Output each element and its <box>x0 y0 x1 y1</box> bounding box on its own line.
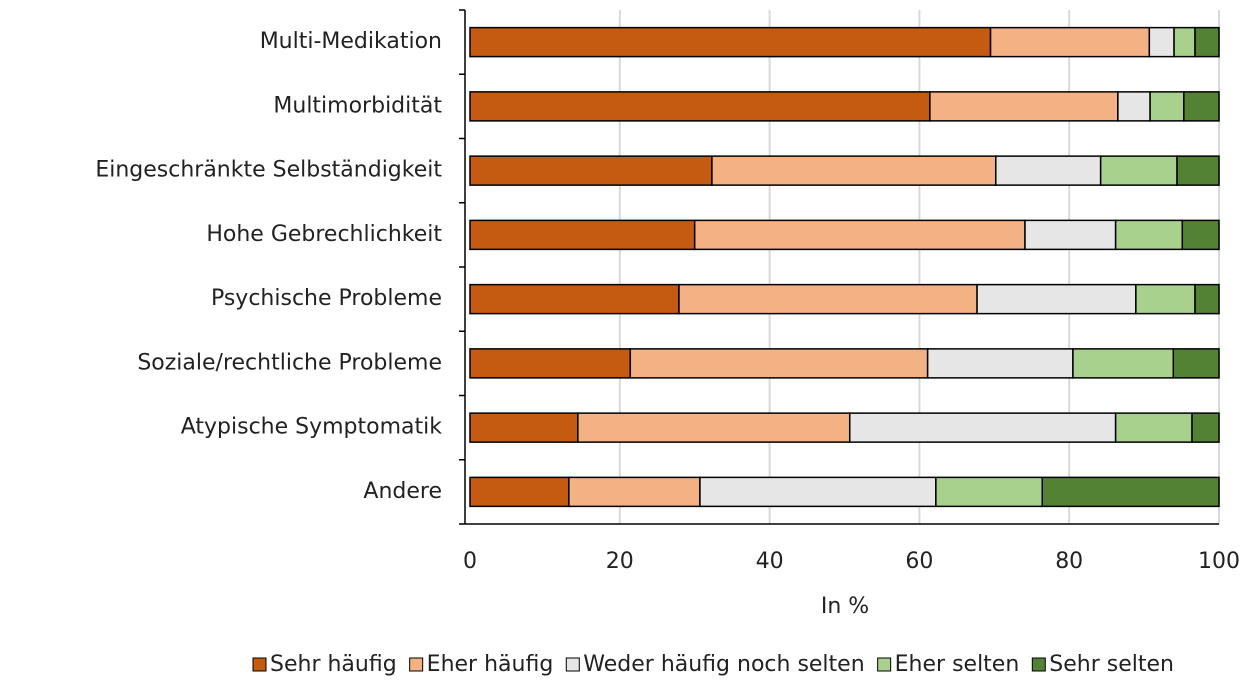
bar-segment <box>469 91 931 122</box>
bar-segment <box>693 219 1026 251</box>
x-axis-label: In % <box>821 594 869 619</box>
bar-segment <box>711 155 997 186</box>
bar-segment <box>1114 219 1184 251</box>
y-tick-label: Andere <box>363 479 442 504</box>
bar-segment <box>935 476 1043 508</box>
bar-segment <box>1176 155 1220 186</box>
legend-swatch <box>252 657 267 672</box>
bar-segment <box>989 26 1151 58</box>
y-tick-label: Multi-Medikation <box>260 29 442 54</box>
y-tick-label: Soziale/rechtliche Probleme <box>137 350 442 375</box>
bar-segment <box>1172 348 1220 379</box>
bar-segment <box>1148 26 1175 58</box>
bar-segment <box>848 412 1117 443</box>
x-tick-label: 20 <box>606 549 634 574</box>
bar-segment <box>1183 91 1220 122</box>
bar-segment <box>1072 348 1175 379</box>
bar-segment <box>1194 26 1220 58</box>
bar-segment <box>995 155 1102 186</box>
bar-segment <box>1191 412 1220 443</box>
bar-segment <box>1173 26 1196 58</box>
bar-segment <box>699 476 937 508</box>
x-tick-label: 80 <box>1055 549 1083 574</box>
legend-label: Sehr selten <box>1049 652 1174 677</box>
bar-segment <box>629 348 929 379</box>
y-tick-label: Atypische Symptomatik <box>181 415 443 440</box>
bar-segment <box>1181 219 1220 251</box>
y-tick-label: Hohe Gebrechlichkeit <box>206 222 442 247</box>
legend-swatch <box>877 657 892 672</box>
x-tick-label: 100 <box>1198 549 1240 574</box>
bar-segment <box>469 26 992 58</box>
y-tick-label: Psychische Probleme <box>211 286 442 311</box>
legend-swatch <box>409 657 424 672</box>
bar-segment <box>469 219 696 251</box>
legend-label: Eher häufig <box>427 652 554 677</box>
bar-segment <box>926 348 1074 379</box>
bar-segment <box>577 412 851 443</box>
bar-segment <box>929 91 1119 122</box>
bar-segment <box>1024 219 1117 251</box>
y-tick-label: Eingeschränkte Selbständigkeit <box>95 158 442 183</box>
bar-segment <box>1114 412 1193 443</box>
bar-segment <box>1135 283 1196 315</box>
legend-label: Weder häufig noch selten <box>583 652 864 677</box>
bar-segment <box>1099 155 1178 186</box>
bar-segment <box>678 283 978 315</box>
bar-segment <box>568 476 701 508</box>
x-tick-label: 40 <box>756 549 784 574</box>
bar-segment <box>469 348 632 379</box>
y-tick-label: Multimorbidität <box>273 93 442 118</box>
bar-segment <box>469 412 579 443</box>
bar-segment <box>469 155 713 186</box>
bar-segment <box>1041 476 1220 508</box>
x-tick-label: 60 <box>905 549 933 574</box>
legend-swatch <box>565 657 580 672</box>
bar-segment <box>1149 91 1185 122</box>
legend-swatch <box>1031 657 1046 672</box>
bar-segment <box>469 476 570 508</box>
bar-segment <box>1194 283 1220 315</box>
bar-segment <box>976 283 1137 315</box>
x-tick-label: 0 <box>463 549 477 574</box>
bar-segment <box>1117 91 1151 122</box>
bar-segment <box>469 283 680 315</box>
legend-label: Sehr häufig <box>270 652 397 677</box>
legend-label: Eher selten <box>895 652 1020 677</box>
